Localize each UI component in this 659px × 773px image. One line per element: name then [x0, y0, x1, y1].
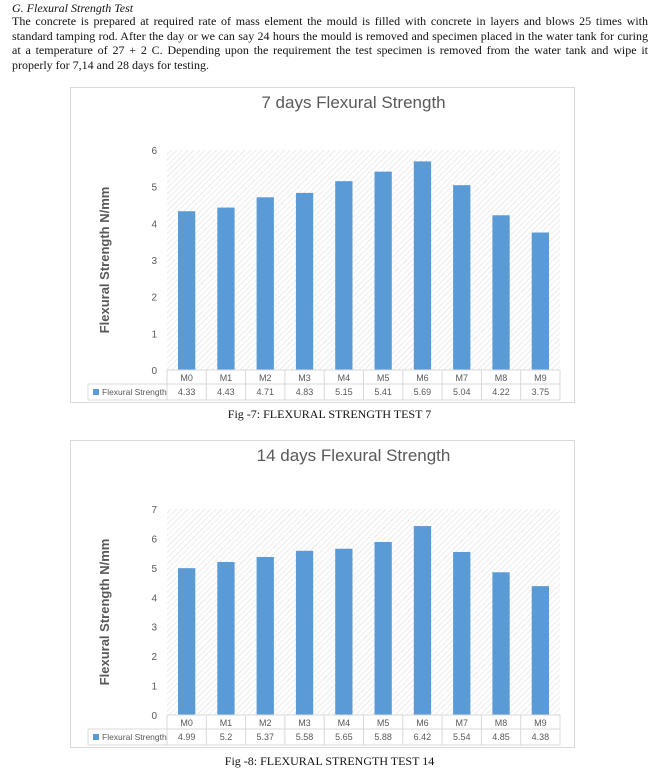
bar — [178, 568, 196, 715]
chart-title: 7 days Flexural Strength — [261, 93, 445, 112]
data-label: 5.88 — [374, 732, 392, 742]
data-label: 4.43 — [217, 387, 235, 397]
data-label: 5.15 — [335, 387, 353, 397]
x-category-label: M6 — [416, 718, 429, 728]
bar — [256, 556, 274, 715]
data-label: 4.83 — [296, 387, 314, 397]
x-category-label: M7 — [455, 373, 468, 383]
data-label: 5.04 — [453, 387, 471, 397]
chart-7-days: 7 days Flexural Strength 0 1 2 3 4 5 6 Flexural … — [70, 87, 575, 403]
bar — [295, 550, 314, 715]
y-tick-label: 6 — [151, 146, 157, 157]
x-category-label: M6 — [416, 373, 429, 383]
x-category-label: M0 — [180, 373, 193, 383]
bar — [492, 215, 510, 370]
x-category-label: M7 — [455, 718, 468, 728]
section-paragraph: The concrete is prepared at required rat… — [12, 14, 648, 72]
bar — [217, 207, 235, 370]
data-label: 5.58 — [296, 732, 314, 742]
chart-title: 14 days Flexural Strength — [257, 446, 451, 465]
bar — [256, 197, 274, 370]
y-tick-label: 5 — [151, 564, 157, 575]
bar — [413, 526, 432, 715]
bar — [374, 171, 392, 370]
section-heading: G. Flexural Strength Test — [12, 1, 134, 15]
x-category-label: M3 — [298, 718, 311, 728]
x-category-label: M8 — [495, 718, 508, 728]
x-category-label: M2 — [259, 373, 272, 383]
bar — [217, 561, 235, 715]
legend-swatch — [93, 389, 99, 395]
y-tick-label: 0 — [151, 711, 157, 722]
y-tick-label: 2 — [151, 293, 157, 304]
y-axis-label: Flexural Strength N/mm — [97, 539, 112, 686]
x-category-label: M4 — [338, 718, 351, 728]
data-label: 4.38 — [532, 732, 550, 742]
x-category-label: M4 — [338, 373, 351, 383]
chart-14-days: 14 days Flexural Strength 0 1 2 3 4 5 6 7 Flexura… — [70, 440, 575, 748]
y-tick-label: 4 — [151, 593, 157, 604]
bar — [178, 211, 196, 370]
data-label: 3.75 — [532, 387, 550, 397]
x-category-label: M5 — [377, 718, 390, 728]
x-category-label: M1 — [220, 373, 233, 383]
y-tick-label: 3 — [151, 256, 157, 267]
legend-label: Flexural Strength — [102, 387, 167, 397]
data-label: 5.2 — [220, 732, 233, 742]
bar — [335, 181, 353, 370]
data-label: 4.33 — [178, 387, 196, 397]
y-tick-label: 6 — [151, 534, 157, 545]
data-label: 5.69 — [414, 387, 432, 397]
x-category-label: M5 — [377, 373, 390, 383]
x-category-label: M0 — [180, 718, 193, 728]
x-category-label: M1 — [220, 718, 233, 728]
bar — [531, 586, 549, 715]
bar — [335, 548, 353, 715]
data-label: 4.71 — [256, 387, 274, 397]
y-axis-label: Flexural Strength N/mm — [97, 187, 112, 334]
data-label: 6.42 — [414, 732, 432, 742]
y-tick-label: 3 — [151, 623, 157, 634]
bar — [374, 541, 392, 715]
data-label: 4.99 — [178, 732, 196, 742]
y-tick-label: 4 — [151, 219, 157, 230]
legend-swatch — [93, 734, 99, 740]
data-label: 5.41 — [374, 387, 392, 397]
y-tick-label: 7 — [151, 505, 157, 516]
data-label: 4.22 — [492, 387, 510, 397]
data-label: 5.54 — [453, 732, 471, 742]
data-label: 5.65 — [335, 732, 353, 742]
figure-caption-14: Fig -8: FLEXURAL STRENGTH TEST 14 — [224, 754, 435, 768]
y-tick-label: 1 — [151, 682, 157, 693]
x-category-label: M9 — [534, 718, 547, 728]
y-tick-label: 2 — [151, 652, 157, 663]
y-tick-label: 0 — [151, 366, 157, 377]
x-category-label: M2 — [259, 718, 272, 728]
bar — [295, 192, 314, 370]
bar — [453, 185, 471, 370]
y-tick-label: 5 — [151, 183, 157, 194]
bar — [492, 572, 510, 715]
bar — [413, 161, 432, 370]
x-category-label: M3 — [298, 373, 311, 383]
x-category-label: M8 — [495, 373, 508, 383]
bar — [453, 551, 471, 715]
figure-caption-7: Fig -7: FLEXURAL STRENGTH TEST 7 — [227, 407, 432, 421]
y-tick-label: 1 — [151, 329, 157, 340]
data-label: 4.85 — [492, 732, 510, 742]
bar — [531, 232, 549, 370]
legend-label: Flexural Strength — [102, 732, 167, 742]
x-category-label: M9 — [534, 373, 547, 383]
data-label: 5.37 — [256, 732, 274, 742]
